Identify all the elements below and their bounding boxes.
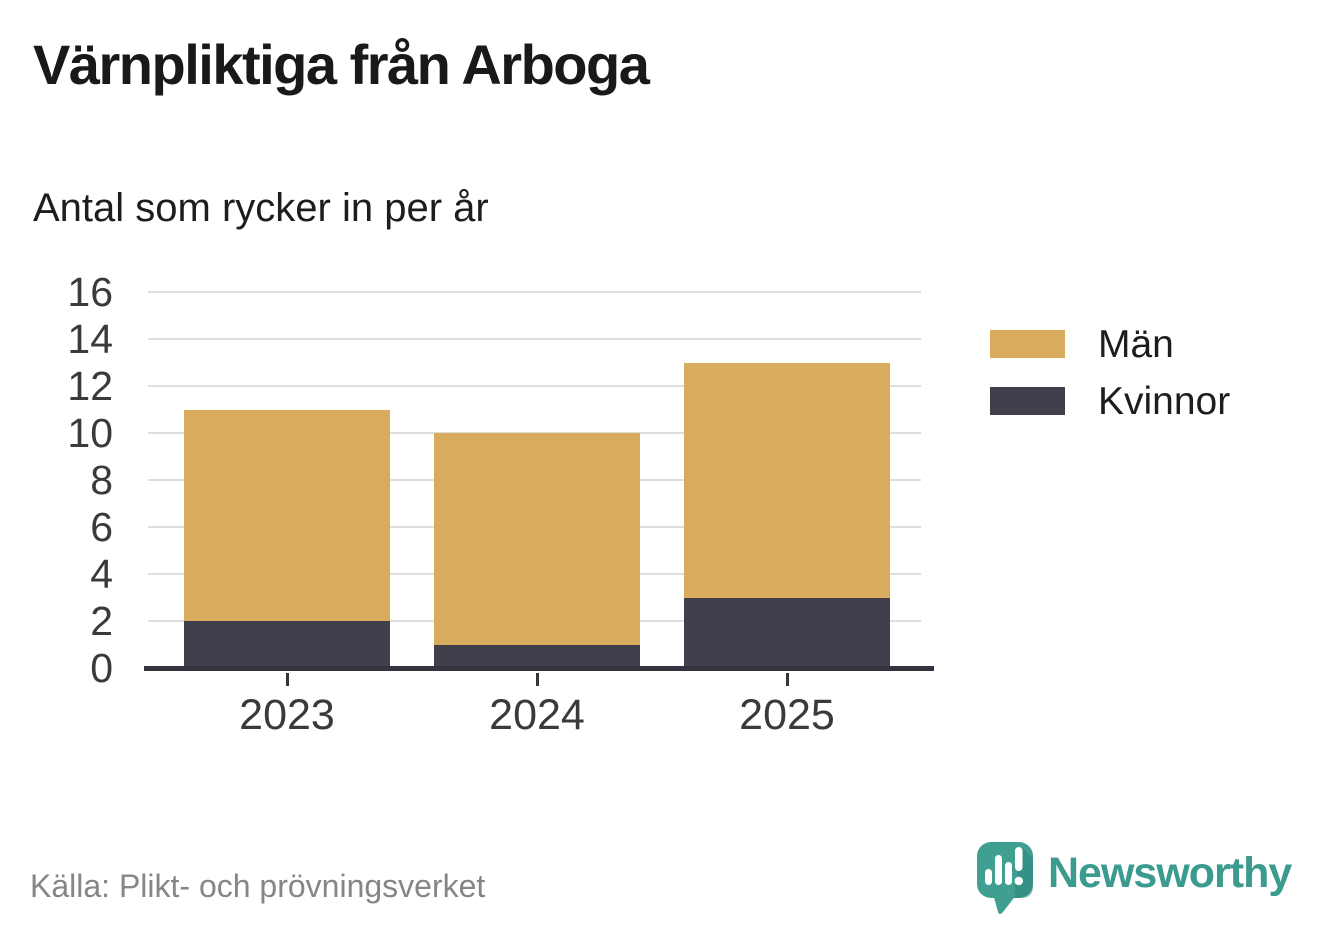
- chart-subtitle: Antal som rycker in per år: [33, 186, 489, 230]
- gridline-y-16: [148, 291, 921, 293]
- x-tick-2024: [535, 673, 539, 686]
- x-tick-label-2025: 2025: [739, 691, 835, 739]
- legend-swatch-kvinnor: [990, 387, 1065, 415]
- y-tick-label-4: 4: [90, 551, 113, 597]
- bar-segment-man-2024: [434, 433, 640, 645]
- x-tick-2023: [285, 673, 289, 686]
- y-tick-label-16: 16: [67, 269, 113, 315]
- gridline-y-14: [148, 338, 921, 340]
- bar-segment-man-2023: [184, 409, 390, 621]
- plot-area: 0 2 4 6 8 10 12 14 16 2023 2024 2025: [67, 272, 934, 737]
- legend-item-man: Män: [990, 325, 1230, 364]
- bar-segment-kvinnor-2024: [434, 644, 640, 668]
- legend-swatch-man: [990, 330, 1065, 358]
- y-tick-label-2: 2: [90, 598, 113, 644]
- x-tick-label-2023: 2023: [239, 691, 335, 739]
- gridline-y-12: [148, 385, 921, 387]
- bar-segment-man-2025: [684, 362, 890, 598]
- legend-label-man: Män: [1098, 322, 1174, 366]
- legend-label-kvinnor: Kvinnor: [1098, 379, 1231, 423]
- legend-item-kvinnor: Kvinnor: [990, 382, 1230, 421]
- x-tick-2025: [785, 673, 789, 686]
- brand-name: Newsworthy: [1048, 849, 1292, 897]
- y-tick-label-14: 14: [67, 316, 113, 362]
- x-axis-line: [144, 666, 934, 671]
- y-tick-label-0: 0: [90, 645, 113, 691]
- y-tick-label-8: 8: [90, 457, 113, 503]
- bar-segment-kvinnor-2023: [184, 621, 390, 668]
- x-tick-label-2024: 2024: [489, 691, 585, 739]
- y-tick-label-12: 12: [67, 363, 113, 409]
- y-tick-label-6: 6: [90, 504, 113, 550]
- bar-segment-kvinnor-2025: [684, 597, 890, 668]
- newsworthy-logo: Newsworthy: [977, 842, 1292, 918]
- page-title: Värnpliktiga från Arboga: [33, 33, 650, 96]
- legend: Män Kvinnor: [990, 325, 1230, 444]
- source-caption: Källa: Plikt- och prövningsverket: [30, 868, 486, 904]
- newsworthy-speech-bubble-chart-icon: [977, 842, 1033, 914]
- y-tick-label-10: 10: [67, 410, 113, 456]
